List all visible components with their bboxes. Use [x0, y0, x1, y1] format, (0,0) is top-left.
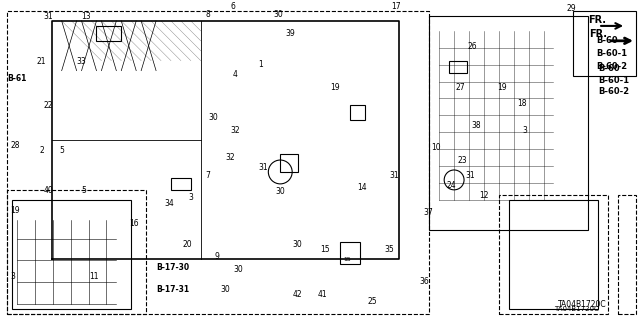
Text: 30: 30 — [221, 285, 230, 294]
Text: 32: 32 — [226, 153, 236, 162]
Text: 41: 41 — [318, 290, 328, 299]
Text: 27: 27 — [455, 84, 465, 93]
Text: 16: 16 — [129, 219, 139, 227]
Text: 13: 13 — [81, 12, 91, 21]
Text: 19: 19 — [497, 84, 506, 93]
Text: 31: 31 — [465, 171, 475, 180]
Text: TA04B1720C: TA04B1720C — [554, 306, 599, 312]
Text: 34: 34 — [164, 199, 174, 208]
Text: 10: 10 — [431, 143, 441, 152]
Text: B-60-1: B-60-1 — [596, 49, 627, 58]
Text: 8: 8 — [205, 10, 211, 19]
Text: 21: 21 — [37, 57, 46, 66]
Text: 42: 42 — [292, 290, 302, 299]
Text: 3: 3 — [189, 193, 194, 202]
Text: 32: 32 — [230, 126, 240, 135]
Text: 28: 28 — [10, 141, 20, 150]
Text: 31: 31 — [259, 163, 268, 172]
Text: 23: 23 — [457, 156, 467, 165]
Text: 18: 18 — [516, 100, 526, 108]
Text: 31: 31 — [44, 12, 53, 21]
Text: 6: 6 — [230, 2, 236, 11]
Text: 19: 19 — [10, 206, 20, 215]
Text: 15: 15 — [343, 257, 351, 262]
Text: 30: 30 — [273, 10, 283, 19]
Text: 35: 35 — [385, 245, 394, 255]
Text: 20: 20 — [183, 241, 193, 249]
Text: 30: 30 — [209, 113, 218, 122]
Text: B-17-31: B-17-31 — [156, 285, 189, 294]
Text: B-60-1: B-60-1 — [598, 76, 629, 85]
Text: 30: 30 — [234, 265, 243, 274]
Text: 30: 30 — [292, 241, 302, 249]
Text: 40: 40 — [44, 186, 54, 195]
Text: B-60: B-60 — [598, 63, 620, 73]
Text: 30: 30 — [275, 187, 285, 196]
Text: 29: 29 — [566, 4, 576, 13]
Text: 1: 1 — [259, 60, 263, 69]
Text: 22: 22 — [44, 101, 53, 110]
Text: 37: 37 — [423, 208, 433, 217]
Text: TA04B1720C: TA04B1720C — [559, 300, 607, 309]
Text: B-61: B-61 — [7, 74, 26, 83]
Text: 39: 39 — [285, 29, 295, 38]
Text: 7: 7 — [205, 171, 211, 180]
Text: 2: 2 — [40, 146, 45, 155]
Text: 38: 38 — [471, 121, 481, 130]
Text: 17: 17 — [392, 2, 401, 11]
Text: 12: 12 — [479, 191, 488, 200]
Text: 19: 19 — [330, 84, 340, 93]
Text: 25: 25 — [368, 297, 378, 306]
Text: B-60-2: B-60-2 — [596, 62, 627, 70]
Text: FR.: FR. — [588, 15, 606, 25]
Text: 36: 36 — [419, 277, 429, 286]
Text: B-60-2: B-60-2 — [598, 87, 629, 96]
Text: 33: 33 — [77, 57, 86, 66]
Text: 3: 3 — [10, 272, 15, 281]
Text: 15: 15 — [320, 245, 330, 255]
Text: 5: 5 — [81, 186, 86, 195]
Text: FR.: FR. — [589, 29, 607, 39]
Text: 14: 14 — [356, 183, 366, 192]
Text: 11: 11 — [90, 272, 99, 281]
Text: 31: 31 — [390, 171, 399, 180]
Text: 9: 9 — [214, 252, 220, 261]
Text: B-17-30: B-17-30 — [156, 263, 189, 272]
Text: 24: 24 — [446, 181, 456, 190]
Text: 4: 4 — [232, 70, 237, 78]
Text: B-60: B-60 — [596, 36, 618, 45]
Text: 26: 26 — [467, 42, 477, 51]
Text: 5: 5 — [60, 146, 65, 155]
Text: 3: 3 — [523, 126, 527, 135]
